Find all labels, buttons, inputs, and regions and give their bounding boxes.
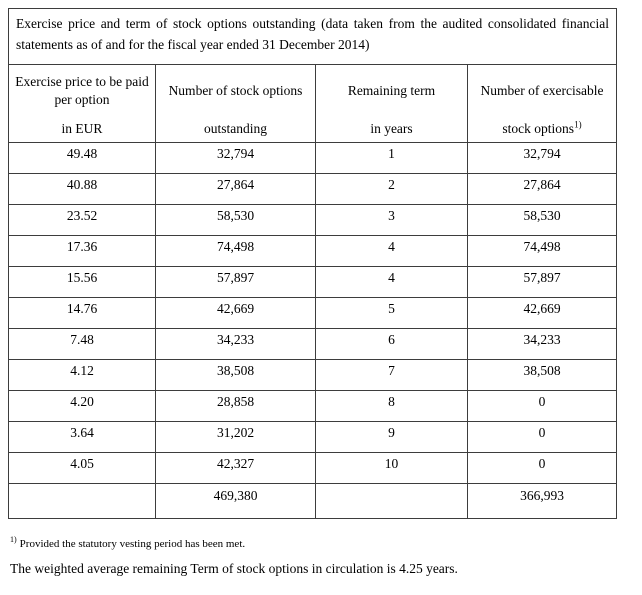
cell-exercisable-options: 32,794 <box>467 142 617 175</box>
cell-remaining-term: 9 <box>315 421 468 454</box>
table-row: 7.48 34,233 6 34,233 <box>8 328 617 361</box>
column-header-exercisable-options: Number of exercisable stock options1) <box>467 63 617 144</box>
column-header-line2: stock options1) <box>502 119 582 136</box>
column-header-line1: Number of stock options <box>168 82 303 98</box>
table-row: 4.05 42,327 10 0 <box>8 452 617 485</box>
cell-options-outstanding: 57,897 <box>155 266 316 299</box>
cell-exercisable-options: 27,864 <box>467 173 617 206</box>
total-cell-exercise-price <box>8 483 156 520</box>
cell-exercisable-options: 0 <box>467 452 617 485</box>
table-row: 17.36 74,498 4 74,498 <box>8 235 617 268</box>
table-total-row: 469,380 366,993 <box>8 483 617 520</box>
cell-exercise-price: 4.20 <box>8 390 156 423</box>
footnote-reference-marker: 1) <box>574 119 582 130</box>
cell-exercisable-options: 38,508 <box>467 359 617 392</box>
cell-exercise-price: 15.56 <box>8 266 156 299</box>
column-header-line2: in years <box>370 121 413 136</box>
cell-exercise-price: 4.05 <box>8 452 156 485</box>
cell-remaining-term: 5 <box>315 297 468 330</box>
cell-exercise-price: 14.76 <box>8 297 156 330</box>
stock-options-table: Exercise price and term of stock options… <box>8 8 617 520</box>
cell-exercise-price: 49.48 <box>8 142 156 175</box>
column-header-line2: in EUR <box>61 121 103 136</box>
footnote: 1) Provided the statutory vesting period … <box>10 535 246 550</box>
column-header-options-outstanding: Number of stock options outstanding <box>155 63 316 144</box>
cell-remaining-term: 1 <box>315 142 468 175</box>
footnote-marker: 1) <box>10 535 17 545</box>
cell-exercisable-options: 58,530 <box>467 204 617 237</box>
total-cell-exercisable-options: 366,993 <box>467 483 617 520</box>
column-header-line1: Number of exercisable <box>480 82 604 98</box>
cell-exercisable-options: 74,498 <box>467 235 617 268</box>
table-row: 40.88 27,864 2 27,864 <box>8 173 617 206</box>
cell-exercisable-options: 57,897 <box>467 266 617 299</box>
cell-remaining-term: 10 <box>315 452 468 485</box>
table-row: 4.12 38,508 7 38,508 <box>8 359 617 392</box>
cell-exercisable-options: 42,669 <box>467 297 617 330</box>
total-cell-options-outstanding: 469,380 <box>155 483 316 520</box>
cell-exercise-price: 23.52 <box>8 204 156 237</box>
footnote-text: Provided the statutory vesting period ha… <box>19 538 246 550</box>
summary-line: The weighted average remaining Term of s… <box>10 561 458 576</box>
table-caption: Exercise price and term of stock options… <box>8 8 617 65</box>
cell-remaining-term: 7 <box>315 359 468 392</box>
table-caption-row: Exercise price and term of stock options… <box>8 8 617 65</box>
cell-exercise-price: 3.64 <box>8 421 156 454</box>
table-row: 14.76 42,669 5 42,669 <box>8 297 617 330</box>
cell-exercisable-options: 0 <box>467 390 617 423</box>
cell-remaining-term: 8 <box>315 390 468 423</box>
cell-exercisable-options: 34,233 <box>467 328 617 361</box>
table-row: 15.56 57,897 4 57,897 <box>8 266 617 299</box>
cell-remaining-term: 4 <box>315 235 468 268</box>
cell-remaining-term: 2 <box>315 173 468 206</box>
column-header-line2: outstanding <box>204 121 267 136</box>
cell-options-outstanding: 74,498 <box>155 235 316 268</box>
table-row: 49.48 32,794 1 32,794 <box>8 142 617 175</box>
cell-options-outstanding: 38,508 <box>155 359 316 392</box>
cell-options-outstanding: 27,864 <box>155 173 316 206</box>
cell-options-outstanding: 42,327 <box>155 452 316 485</box>
cell-options-outstanding: 42,669 <box>155 297 316 330</box>
table-row: 3.64 31,202 9 0 <box>8 421 617 454</box>
cell-exercise-price: 40.88 <box>8 173 156 206</box>
cell-exercise-price: 17.36 <box>8 235 156 268</box>
cell-options-outstanding: 34,233 <box>155 328 316 361</box>
column-header-exercise-price: Exercise price to be paid per option in … <box>8 63 156 144</box>
cell-options-outstanding: 28,858 <box>155 390 316 423</box>
cell-options-outstanding: 58,530 <box>155 204 316 237</box>
table-row: 23.52 58,530 3 58,530 <box>8 204 617 237</box>
total-cell-remaining-term <box>315 483 468 520</box>
cell-exercise-price: 4.12 <box>8 359 156 392</box>
column-header-remaining-term: Remaining term in years <box>315 63 468 144</box>
cell-options-outstanding: 32,794 <box>155 142 316 175</box>
column-header-line1: Remaining term <box>347 82 436 98</box>
column-header-line1: Exercise price to be paid per option <box>15 73 149 107</box>
cell-remaining-term: 6 <box>315 328 468 361</box>
cell-options-outstanding: 31,202 <box>155 421 316 454</box>
cell-remaining-term: 3 <box>315 204 468 237</box>
cell-remaining-term: 4 <box>315 266 468 299</box>
table-header-row: Exercise price to be paid per option in … <box>8 63 617 144</box>
table-row: 4.20 28,858 8 0 <box>8 390 617 423</box>
cell-exercise-price: 7.48 <box>8 328 156 361</box>
cell-exercisable-options: 0 <box>467 421 617 454</box>
